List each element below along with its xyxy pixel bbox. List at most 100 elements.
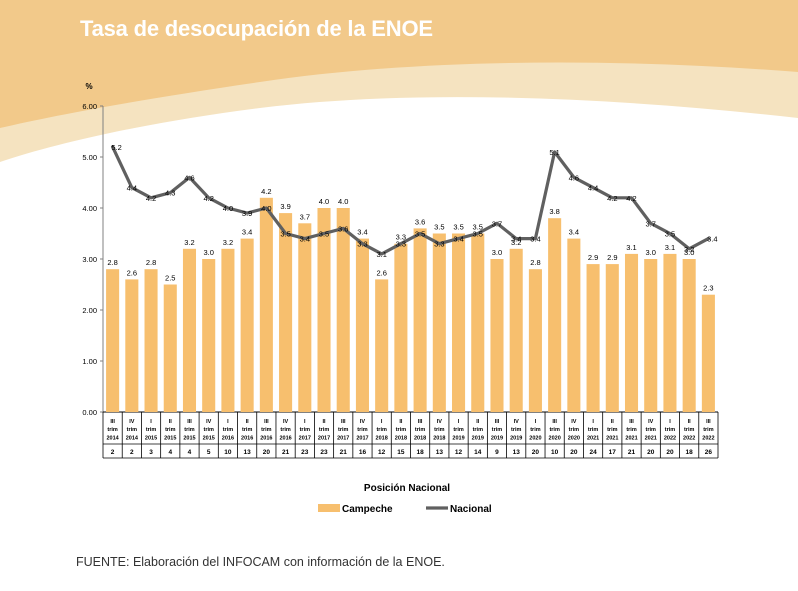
position-label: 21 <box>628 449 636 456</box>
line-data-label: 3.4 <box>707 235 717 244</box>
position-label: 10 <box>224 449 232 456</box>
bar-campeche <box>548 218 562 412</box>
bar-data-label: 2.8 <box>107 258 117 267</box>
line-data-label: 4.3 <box>165 189 175 198</box>
position-label: 20 <box>263 449 271 456</box>
x-tick-label: III <box>629 419 634 425</box>
x-tick-label: trim <box>415 427 426 433</box>
y-tick-label: 5.00 <box>82 153 97 162</box>
x-tick-label: trim <box>107 427 118 433</box>
x-tick-label: II <box>246 419 250 425</box>
bar-data-label: 2.8 <box>146 258 156 267</box>
line-data-label: 4.2 <box>203 194 213 203</box>
line-data-label: 4.2 <box>607 194 617 203</box>
bar-campeche <box>682 259 696 412</box>
bar-data-label: 2.9 <box>607 253 617 262</box>
bar-data-label: 3.5 <box>473 223 483 232</box>
position-label: 13 <box>513 449 521 456</box>
bar-campeche <box>125 279 139 412</box>
bar-data-label: 3.5 <box>434 223 444 232</box>
x-tick-label: III <box>264 419 269 425</box>
position-label: 21 <box>282 449 290 456</box>
x-tick-label: trim <box>338 427 349 433</box>
line-data-label: 3.2 <box>684 245 694 254</box>
y-tick-label: 6.00 <box>82 102 97 111</box>
x-tick-label: trim <box>300 427 311 433</box>
line-data-label: 3.1 <box>376 250 386 259</box>
position-label: 20 <box>647 449 655 456</box>
x-tick-label: I <box>227 419 229 425</box>
bar-data-label: 2.8 <box>530 258 540 267</box>
line-data-label: 4.2 <box>146 194 156 203</box>
bar-data-label: 4.0 <box>338 197 348 206</box>
x-tick-label: 2015 <box>203 436 215 442</box>
bar-campeche <box>663 253 677 412</box>
x-tick-label: 2014 <box>126 436 139 442</box>
bar-campeche <box>644 259 658 412</box>
x-tick-label: trim <box>261 427 272 433</box>
x-tick-label: I <box>381 419 383 425</box>
line-data-label: 3.5 <box>473 230 483 239</box>
bar-data-label: 3.4 <box>242 228 252 237</box>
x-tick-label: I <box>535 419 537 425</box>
line-nacional <box>110 145 711 256</box>
bar-data-label: 2.6 <box>376 268 386 277</box>
x-tick-label: 2018 <box>376 436 388 442</box>
x-tick-label: III <box>187 419 192 425</box>
x-tick-label: trim <box>473 427 484 433</box>
bar-data-label: 3.8 <box>549 207 559 216</box>
bar-data-label: 3.0 <box>203 248 213 257</box>
bar-campeche <box>605 264 619 412</box>
position-label: 20 <box>666 449 674 456</box>
bar-campeche <box>298 223 312 412</box>
bar-data-label: 3.4 <box>357 228 367 237</box>
position-label: 2 <box>130 449 134 456</box>
x-tick-label: III <box>418 419 423 425</box>
line-data-label: 4.6 <box>569 173 579 182</box>
bar-campeche <box>221 248 235 412</box>
x-tick-label: trim <box>588 427 599 433</box>
x-tick-label: II <box>476 419 480 425</box>
x-tick-label: 2016 <box>222 436 234 442</box>
x-tick-label: 2021 <box>645 436 657 442</box>
x-tick-label: I <box>592 419 594 425</box>
position-label: 23 <box>301 449 309 456</box>
position-label: 18 <box>416 449 424 456</box>
position-label: 16 <box>359 449 367 456</box>
line-data-label: 3.4 <box>511 235 521 244</box>
bar-campeche <box>375 279 389 412</box>
x-tick-label: 2018 <box>414 436 426 442</box>
bar-campeche <box>509 248 523 412</box>
bar-data-label: 3.9 <box>280 202 290 211</box>
x-tick-label: IV <box>648 419 654 425</box>
x-tick-label: 2020 <box>568 436 580 442</box>
position-label: 9 <box>495 449 499 456</box>
bar-data-label: 3.4 <box>569 228 579 237</box>
x-tick-label: trim <box>684 427 695 433</box>
x-tick-label: 2019 <box>510 436 522 442</box>
bar-data-label: 4.2 <box>261 187 271 196</box>
x-tick-label: 2016 <box>279 436 291 442</box>
x-tick-label: trim <box>453 427 464 433</box>
line-data-label: 3.6 <box>338 224 348 233</box>
position-label: 20 <box>532 449 540 456</box>
line-data-label: 3.5 <box>319 230 329 239</box>
line-data-label: 3.3 <box>357 240 367 249</box>
bar-campeche <box>452 233 466 412</box>
x-tick-label: trim <box>607 427 618 433</box>
bar-data-label: 3.7 <box>300 212 310 221</box>
x-tick-label: II <box>169 419 173 425</box>
bar-data-label: 3.3 <box>396 233 406 242</box>
bar-campeche <box>163 284 177 412</box>
x-tick-label: IV <box>437 419 443 425</box>
bar-data-label: 2.6 <box>127 268 137 277</box>
x-tick-label: 2016 <box>260 436 272 442</box>
line-data-label: 3.4 <box>300 235 310 244</box>
x-tick-label: III <box>495 419 500 425</box>
bar-campeche <box>259 197 273 412</box>
x-tick-label: trim <box>204 427 215 433</box>
x-tick-label: 2017 <box>318 436 330 442</box>
x-tick-label: III <box>706 419 711 425</box>
x-tick-label: trim <box>569 427 580 433</box>
